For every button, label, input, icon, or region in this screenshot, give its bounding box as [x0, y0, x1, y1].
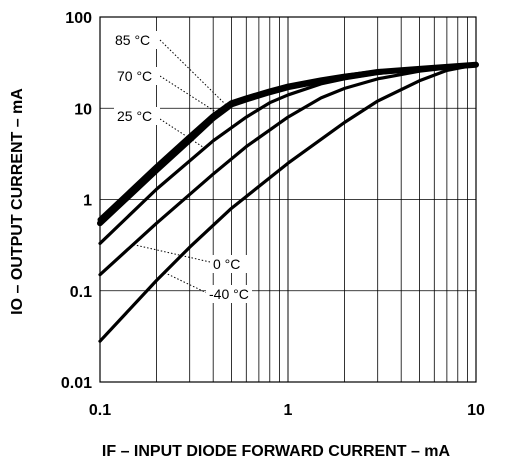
y-tick-label: 1 — [83, 193, 92, 210]
series-label-1: 70 °C — [117, 68, 152, 84]
series-label-4: -40 °C — [209, 286, 249, 302]
x-axis-label: IF – INPUT DIODE FORWARD CURRENT – mA — [102, 443, 451, 460]
series-label-3: 0 °C — [213, 256, 240, 272]
leader-line-4 — [164, 273, 207, 293]
leader-line-0 — [160, 40, 228, 107]
series-label-0: 85 °C — [115, 32, 150, 48]
y-tick-label: 0.1 — [70, 284, 92, 301]
y-tick-label: 0.01 — [61, 375, 92, 392]
x-tick-label: 0.1 — [89, 402, 111, 419]
leader-line-3 — [133, 245, 210, 262]
series-label-2: 25 °C — [117, 108, 152, 124]
y-tick-label: 100 — [65, 10, 92, 27]
leader-line-1 — [160, 76, 217, 113]
x-tick-label: 1 — [284, 402, 293, 419]
x-tick-label: 10 — [467, 402, 485, 419]
y-axis-label: IO – OUTPUT CURRENT – mA — [9, 88, 26, 315]
y-tick-label: 10 — [74, 101, 92, 118]
